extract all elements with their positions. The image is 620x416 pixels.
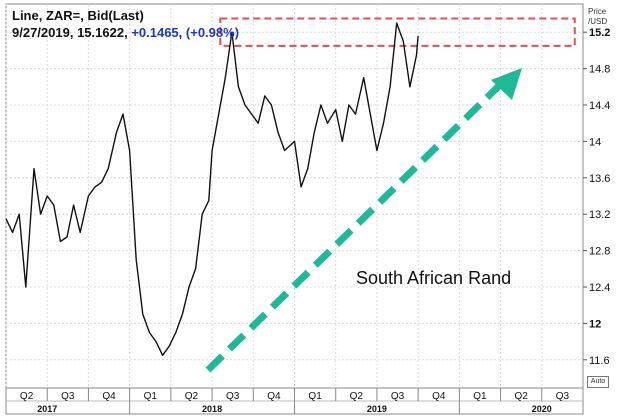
y-tick-label: 11.6 — [589, 355, 610, 367]
x-quarter-label: Q3 — [226, 391, 240, 402]
y-tick-label: 12.4 — [589, 282, 610, 294]
x-quarter-label: Q3 — [556, 391, 570, 402]
y-tick-label: 14 — [589, 136, 601, 148]
trend-arrow-head — [491, 68, 522, 100]
x-year-label: 2020 — [532, 404, 552, 414]
x-quarter-label: Q2 — [185, 391, 199, 402]
y-tick-label: 13.2 — [589, 209, 610, 221]
y-tick-label: 14.8 — [589, 64, 610, 76]
y-tick-label: 14.4 — [589, 100, 610, 112]
trend-arrow-shaft — [205, 77, 508, 373]
x-year-label: 2019 — [367, 404, 387, 414]
highlight-box — [219, 17, 576, 47]
quote-change: +0.1465 — [131, 25, 179, 40]
y-tick-label: 12.8 — [589, 246, 610, 258]
x-quarter-label: Q1 — [144, 391, 158, 402]
auto-scale-button[interactable]: Auto — [587, 376, 609, 388]
quote-change-pct: (+0.98%) — [185, 25, 240, 40]
x-quarter-label: Q2 — [515, 391, 529, 402]
annotation-label: South African Rand — [356, 268, 512, 288]
x-year-label: 2017 — [37, 404, 57, 414]
x-quarter-label: Q1 — [308, 391, 322, 402]
x-year-label: 2018 — [202, 404, 222, 414]
x-quarter-label: Q3 — [391, 391, 405, 402]
x-quarter-label: Q2 — [20, 391, 34, 402]
quote-value: 15.1622 — [77, 25, 125, 40]
chart-header-title: Line, ZAR=, Bid(Last) — [12, 8, 144, 23]
x-quarter-label: Q2 — [350, 391, 364, 402]
x-quarter-label: Q1 — [473, 391, 487, 402]
x-quarter-label: Q4 — [267, 391, 281, 402]
x-quarter-label: Q3 — [61, 391, 75, 402]
price-unit-title: Price — [588, 7, 607, 16]
y-tick-label: 15.2 — [589, 27, 610, 39]
x-quarter-label: Q4 — [102, 391, 116, 402]
chart-header-quote: 9/27/2019, 15.1622, +0.1465, (+0.98%) — [12, 25, 240, 40]
y-tick-label: 12 — [589, 318, 601, 330]
series-line — [5, 22, 419, 356]
y-tick-label: 13.6 — [589, 173, 610, 185]
quote-date: 9/27/2019 — [12, 25, 70, 40]
price-unit-sub: /USD — [588, 17, 608, 26]
x-quarter-label: Q4 — [432, 391, 446, 402]
